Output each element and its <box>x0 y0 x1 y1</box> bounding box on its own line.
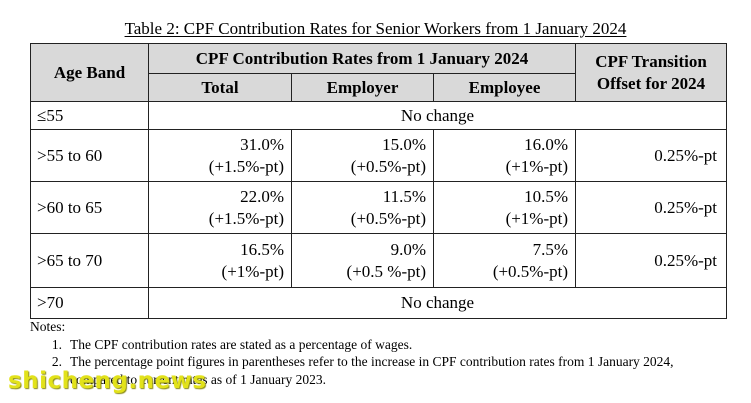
contribution-rates-table: Age Band CPF Contribution Rates from 1 J… <box>30 43 728 319</box>
notes-section: Notes: 1. The CPF contribution rates are… <box>30 318 730 388</box>
rate-change: (+0.5%-pt) <box>350 156 426 176</box>
no-change-cell: No change <box>147 287 728 319</box>
rate-value: 11.5% <box>382 186 426 206</box>
transition-offset-cell: 0.25%-pt <box>575 233 728 288</box>
header-employer: Employer <box>291 73 434 102</box>
rate-change: (+1.5%-pt) <box>208 156 284 176</box>
rate-change: (+1%-pt) <box>505 208 569 228</box>
rate-value: 10.5% <box>524 186 569 206</box>
total-rate-cell: 22.0% (+1.5%-pt) <box>148 181 292 234</box>
note-number: 1. <box>51 336 62 352</box>
rate-change: (+1%-pt) <box>221 261 284 281</box>
employee-rate-cell: 16.0% (+1%-pt) <box>432 129 577 182</box>
rate-change: (+1.5%-pt) <box>208 208 284 228</box>
header-total: Total <box>148 73 292 102</box>
note-text: The percentage point figures in parenthe… <box>70 354 674 387</box>
age-band-cell: >60 to 65 <box>30 181 149 234</box>
site-watermark: shicheng.news <box>8 368 207 394</box>
transition-offset-cell: 0.25%-pt <box>575 181 728 234</box>
employer-rate-cell: 11.5% (+0.5%-pt) <box>291 181 434 234</box>
table-row: >60 to 65 22.0% (+1.5%-pt) 11.5% (+0.5%-pt… <box>30 181 728 234</box>
header-employee: Employee <box>432 73 577 102</box>
age-band-cell: >70 <box>30 287 149 319</box>
table-row: ≤55 No change <box>30 101 728 130</box>
header-age-band: Age Band <box>30 43 149 102</box>
rate-value: 16.0% <box>524 134 569 154</box>
total-rate-cell: 31.0% (+1.5%-pt) <box>148 129 292 182</box>
rate-value: 16.5% <box>240 239 284 259</box>
rate-value: 22.0% <box>240 186 284 206</box>
note-number: 2. <box>51 354 62 369</box>
notes-label: Notes: <box>30 319 66 334</box>
note-item: 2. The percentage point figures in paren… <box>30 353 730 388</box>
employer-rate-cell: 9.0% (+0.5 %-pt) <box>291 233 434 288</box>
employee-rate-cell: 7.5% (+0.5%-pt) <box>432 233 577 288</box>
table-caption: Table 2: CPF Contribution Rates for Seni… <box>0 19 751 39</box>
table-row: >55 to 60 31.0% (+1.5%-pt) 15.0% (+0.5%-pt… <box>30 129 728 182</box>
rate-value: 7.5% <box>532 239 569 259</box>
table-caption-text: Table 2: CPF Contribution Rates for Seni… <box>124 19 627 38</box>
age-band-cell: >55 to 60 <box>30 129 149 182</box>
total-rate-cell: 16.5% (+1%-pt) <box>148 233 292 288</box>
rate-value: 9.0% <box>390 239 426 259</box>
rate-value: 31.0% <box>240 134 284 154</box>
table-row: >70 No change <box>30 287 728 319</box>
rate-value: 15.0% <box>382 134 426 154</box>
age-band-cell: >65 to 70 <box>30 233 149 288</box>
header-rates-group: CPF Contribution Rates from 1 January 20… <box>147 43 577 74</box>
header-transition-offset: CPF Transition Offset for 2024 <box>575 43 728 102</box>
rate-change: (+0.5%-pt) <box>492 261 569 281</box>
table-row: >65 to 70 16.5% (+1%-pt) 9.0% (+0.5 %-pt) … <box>30 233 728 288</box>
no-change-cell: No change <box>147 101 728 130</box>
age-band-cell: ≤55 <box>30 101 149 130</box>
rate-change: (+0.5%-pt) <box>350 208 426 228</box>
note-text: The CPF contribution rates are stated as… <box>70 336 413 352</box>
note-item: 1. The CPF contribution rates are stated… <box>30 336 730 354</box>
rate-change: (+0.5 %-pt) <box>346 261 426 281</box>
transition-offset-cell: 0.25%-pt <box>575 129 728 182</box>
employee-rate-cell: 10.5% (+1%-pt) <box>432 181 577 234</box>
rate-change: (+1%-pt) <box>505 156 569 176</box>
employer-rate-cell: 15.0% (+0.5%-pt) <box>291 129 434 182</box>
